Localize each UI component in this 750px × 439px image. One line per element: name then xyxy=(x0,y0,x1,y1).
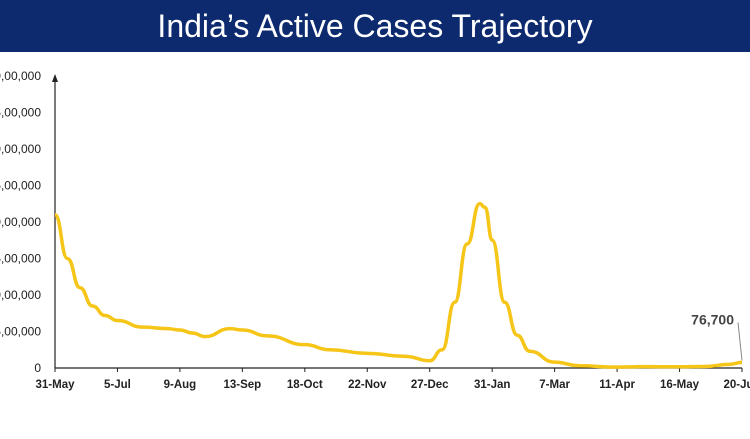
y-tick-label: 10,00,000 xyxy=(0,288,41,302)
x-tick-label: 7-Mar xyxy=(539,379,570,391)
active-cases-line xyxy=(53,202,743,369)
x-tick-label: 31-May xyxy=(36,379,76,391)
y-tick-label: 5,00,000 xyxy=(0,325,41,339)
y-axis-arrow xyxy=(52,74,58,82)
x-tick-label: 18-Oct xyxy=(287,379,323,391)
x-tick-label: 27-Dec xyxy=(411,379,449,391)
y-tick-label: 40,00,000 xyxy=(0,69,41,83)
x-tick-label: 16-May xyxy=(660,379,700,391)
x-tick-label: 11-Apr xyxy=(599,379,635,391)
x-tick-label: 20-Jun xyxy=(723,379,750,391)
x-tick-label: 22-Nov xyxy=(348,379,387,391)
y-tick-label: 20,00,000 xyxy=(0,215,41,229)
chart-title: India’s Active Cases Trajectory xyxy=(0,0,750,52)
y-tick-label: 15,00,000 xyxy=(0,252,41,266)
y-tick-label: 35,00,000 xyxy=(0,106,41,120)
annotation-leader xyxy=(737,322,743,361)
y-tick-label: 0 xyxy=(34,361,41,375)
x-tick-label: 9-Aug xyxy=(164,379,197,391)
y-tick-label: 30,00,000 xyxy=(0,142,41,156)
x-tick-label: 5-Jul xyxy=(104,379,131,391)
x-tick-label: 13-Sep xyxy=(224,379,262,391)
annotation-label: 76,700 xyxy=(691,311,734,327)
y-tick-label: 25,00,000 xyxy=(0,179,41,193)
x-tick-label: 31-Jan xyxy=(474,379,510,391)
